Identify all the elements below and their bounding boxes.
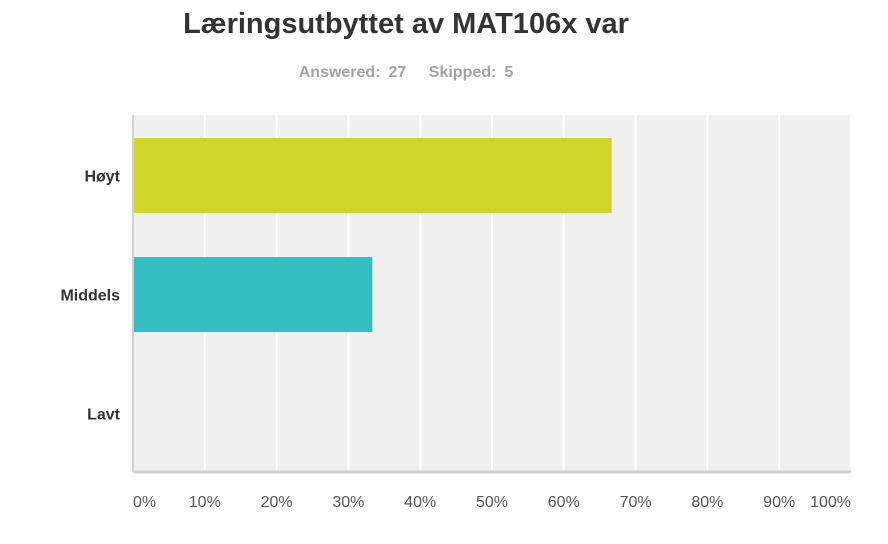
category-label: Middels <box>60 288 120 305</box>
x-tick-label: 100% <box>810 494 851 511</box>
x-tick-label: 30% <box>332 494 364 511</box>
chart-title: Læringsutbyttet av MAT106x var <box>183 8 629 40</box>
answered-count: 27 <box>388 64 407 81</box>
x-tick-label: 60% <box>548 494 580 511</box>
response-summary: Answered: 27 Skipped: 5 <box>0 64 812 82</box>
category-label: Lavt <box>87 407 121 424</box>
skipped-label: Skipped: <box>428 64 497 81</box>
x-tick-label: 0% <box>133 494 156 511</box>
bar-2 <box>133 257 373 332</box>
x-tick-label: 90% <box>763 494 795 511</box>
x-tick-label: 70% <box>620 494 652 511</box>
answered-label: Answered: <box>298 64 381 81</box>
x-tick-label: 80% <box>691 494 723 511</box>
x-tick-label: 50% <box>476 494 508 511</box>
x-tick-label: 10% <box>189 494 221 511</box>
x-tick-label: 40% <box>404 494 436 511</box>
skipped-count: 5 <box>504 64 514 81</box>
x-tick-label: 20% <box>261 494 293 511</box>
bar-1 <box>133 138 612 213</box>
category-label: Høyt <box>84 169 120 186</box>
